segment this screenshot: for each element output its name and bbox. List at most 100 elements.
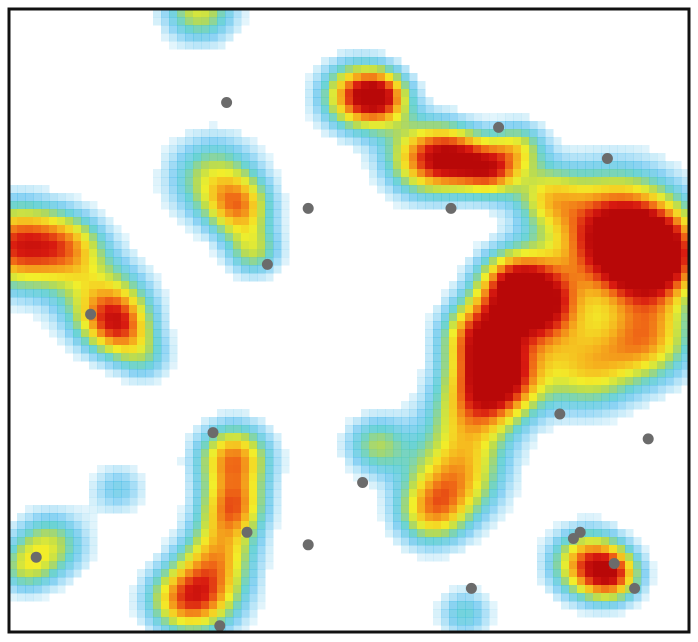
heat-cell — [441, 465, 450, 474]
heat-cell — [625, 241, 634, 250]
heat-cell — [625, 257, 634, 266]
data-point — [302, 202, 314, 214]
heat-cell — [609, 409, 618, 418]
heat-cell — [25, 577, 34, 586]
heat-cell — [217, 569, 226, 578]
heat-cell — [249, 209, 258, 218]
heat-cell — [457, 385, 466, 394]
heat-cell — [505, 185, 514, 194]
heat-cell — [233, 433, 242, 442]
heat-cell — [249, 153, 258, 162]
heat-cell — [537, 305, 546, 314]
heat-cell — [249, 417, 258, 426]
heat-cell — [641, 153, 650, 162]
heat-cell — [481, 369, 490, 378]
heat-cell — [233, 593, 242, 602]
heat-cell — [329, 97, 338, 106]
heat-cell — [185, 441, 194, 450]
heat-cell — [497, 257, 506, 266]
heat-cell — [257, 433, 266, 442]
heat-cell — [665, 209, 674, 218]
heat-cell — [257, 457, 266, 466]
heat-cell — [561, 361, 570, 370]
heat-cell — [361, 433, 370, 442]
heat-cell — [609, 609, 618, 618]
heat-cell — [601, 305, 610, 314]
heat-cell — [441, 169, 450, 178]
heat-cell — [649, 353, 658, 362]
heat-cell — [105, 217, 114, 226]
data-point — [214, 620, 226, 632]
heat-cell — [225, 545, 234, 554]
heat-cell — [593, 297, 602, 306]
heat-cell — [585, 281, 594, 290]
heat-cell — [473, 257, 482, 266]
heat-cell — [641, 177, 650, 186]
heat-cell — [633, 361, 642, 370]
heat-cell — [593, 409, 602, 418]
heat-cell — [481, 521, 490, 530]
heat-cell — [401, 65, 410, 74]
heat-cell — [457, 153, 466, 162]
heat-cell — [601, 273, 610, 282]
heat-cell — [537, 161, 546, 170]
heat-cell — [449, 289, 458, 298]
heat-cell — [481, 433, 490, 442]
heat-cell — [505, 225, 514, 234]
heat-cell — [545, 193, 554, 202]
heat-cell — [505, 177, 514, 186]
heat-cell — [673, 361, 682, 370]
heat-cell — [233, 441, 242, 450]
heat-cell — [225, 473, 234, 482]
heat-cell — [353, 105, 362, 114]
heat-cell — [377, 169, 386, 178]
heat-cell — [57, 321, 66, 330]
heat-cell — [265, 425, 274, 434]
heat-cell — [585, 185, 594, 194]
heat-cell — [65, 241, 74, 250]
heat-cell — [433, 505, 442, 514]
heat-cell — [569, 209, 578, 218]
heat-cell — [513, 177, 522, 186]
heat-cell — [433, 425, 442, 434]
heat-cell — [9, 217, 18, 226]
heat-cell — [41, 305, 50, 314]
heat-cell — [673, 265, 682, 274]
heat-cell — [377, 473, 386, 482]
heat-cell — [665, 193, 674, 202]
data-point — [357, 477, 369, 488]
heat-cell — [505, 337, 514, 346]
heat-cell — [225, 161, 234, 170]
heat-cell — [385, 137, 394, 146]
heat-cell — [601, 417, 610, 426]
heat-cell — [505, 145, 514, 154]
heat-cell — [25, 249, 34, 258]
heat-cell — [265, 521, 274, 530]
heat-cell — [497, 441, 506, 450]
heat-cell — [201, 129, 210, 138]
heat-cell — [649, 241, 658, 250]
heat-cell — [161, 153, 170, 162]
heat-cell — [273, 241, 282, 250]
heat-cell — [649, 337, 658, 346]
heat-cell — [201, 473, 210, 482]
heat-cell — [401, 81, 410, 90]
heat-cell — [577, 585, 586, 594]
heat-cell — [257, 569, 266, 578]
heat-cell — [25, 289, 34, 298]
heat-cell — [545, 185, 554, 194]
heat-cell — [593, 545, 602, 554]
heat-cell — [449, 473, 458, 482]
heat-cell — [433, 529, 442, 538]
heat-cell — [217, 25, 226, 34]
heat-cell — [417, 369, 426, 378]
heat-cell — [105, 337, 114, 346]
heat-cell — [473, 497, 482, 506]
heat-cell — [617, 161, 626, 170]
heat-cell — [153, 313, 162, 322]
heat-cell — [497, 169, 506, 178]
heat-cell — [257, 585, 266, 594]
heat-cell — [273, 265, 282, 274]
heat-cell — [233, 585, 242, 594]
heat-cell — [177, 145, 186, 154]
